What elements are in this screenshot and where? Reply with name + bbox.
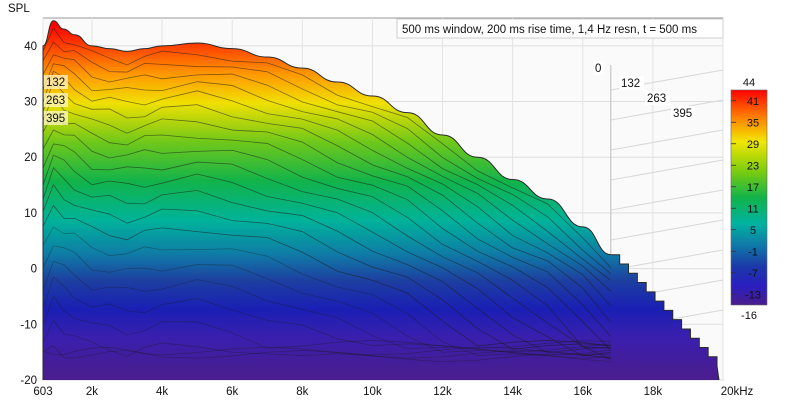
time-label-back: 263 [647, 93, 666, 105]
color-bar-tick-label: -13 [745, 289, 761, 301]
x-tick-label: 16k [573, 386, 592, 398]
title-box [396, 18, 724, 39]
color-bar-tick-label: 11 [747, 203, 758, 215]
y-tick-label: -20 [20, 375, 37, 387]
decay-slice-line [42, 245, 611, 359]
time-label-box-front [44, 93, 68, 107]
color-bar-tick-label: 5 [750, 225, 756, 237]
decay-slice-line [42, 276, 611, 352]
color-bar-gradient [730, 89, 768, 306]
decay-slice-line [42, 345, 611, 359]
color-bar: 41 35 29 23 17 11 5 -1 -7 -13 44 -16 [730, 77, 768, 322]
x-tick-label: 6k [226, 386, 238, 398]
y-tick-label: 20 [24, 152, 37, 164]
decay-slice-line [42, 80, 612, 323]
time-label-box-back [619, 76, 644, 90]
color-bar-tick-label: 23 [747, 160, 759, 172]
decay-slice-line [42, 319, 611, 362]
time-label-box-front [44, 75, 68, 89]
perspective-line [610, 99, 724, 121]
decay-slice-line [42, 41, 612, 275]
color-bar-tick-label: 29 [747, 139, 759, 151]
y-axis: 40 30 20 10 0 -10 -20 [20, 41, 37, 387]
x-tick-label: 20kHz [721, 386, 754, 398]
waterfall-surface [42, 20, 720, 381]
color-bar-tick-label: -7 [748, 268, 758, 280]
y-axis-label: SPL [8, 3, 30, 15]
color-bar-min-label: -16 [741, 310, 757, 322]
chart-title: 500 ms window, 200 ms rise time, 1,4 Hz … [402, 24, 697, 36]
color-bar-tick-label: 41 [747, 96, 759, 108]
decay-slice-line [42, 70, 612, 307]
time-label-box-back [593, 61, 604, 75]
decay-slice-line [42, 27, 612, 268]
y-tick-label: -10 [20, 319, 37, 331]
decay-slice-line [42, 204, 611, 347]
x-tick-label: 18k [644, 386, 663, 398]
x-tick-label: 4k [156, 386, 168, 398]
decay-slice-line [42, 63, 612, 292]
time-label-front: 395 [46, 113, 65, 125]
x-tick-label: 8k [296, 386, 308, 398]
time-label-box-front [44, 111, 68, 125]
y-tick-label: 0 [31, 264, 37, 276]
y-tick-label: 10 [24, 208, 37, 220]
perspective-line [610, 129, 724, 151]
time-label-front: 132 [46, 77, 65, 89]
time-label-box-back [671, 106, 696, 120]
perspective-line [610, 249, 724, 271]
decay-slice-line [42, 94, 612, 337]
decay-slice-line [42, 226, 611, 362]
time-label-box-back [645, 91, 670, 105]
front-slice-outline [42, 20, 720, 381]
x-tick-label: 14k [503, 386, 522, 398]
decay-slice-line [42, 154, 611, 357]
x-tick-label: 12k [433, 386, 452, 398]
decay-slice-line [42, 129, 611, 349]
x-tick-label: 10k [363, 386, 382, 398]
y-tick-label: 30 [24, 97, 37, 109]
color-bar-tick-label: -1 [748, 246, 758, 258]
color-bar-tick-label: 35 [747, 117, 759, 129]
color-bar-max-label: 44 [743, 77, 755, 89]
decay-slice-line [42, 183, 611, 350]
y-tick-label: 40 [24, 41, 37, 53]
x-axis: 603 2k 4k 6k 8k 10k 12k 14k 16k 18k 20kHz [33, 386, 753, 398]
perspective-line [610, 189, 724, 211]
time-label-front: 263 [46, 95, 65, 107]
decay-slice-line [42, 295, 611, 349]
decay-slice-line [42, 112, 612, 351]
time-label-back: 0 [595, 63, 601, 75]
decay-slice-line [42, 54, 612, 281]
time-slice-labels: 132 263 395 0 132 263 395 [44, 61, 696, 125]
x-tick-label: 603 [33, 386, 52, 398]
time-label-back: 132 [621, 78, 640, 90]
decay-slice-line [42, 346, 611, 356]
perspective-line [610, 159, 724, 181]
decay-slice-line [42, 143, 611, 360]
x-tick-label: 2k [86, 386, 98, 398]
perspective-line [610, 219, 724, 241]
decay-slice-line [42, 167, 611, 354]
time-label-back: 395 [673, 108, 692, 120]
decay-slice-line [42, 260, 611, 356]
color-bar-tick-label: 17 [747, 182, 759, 194]
